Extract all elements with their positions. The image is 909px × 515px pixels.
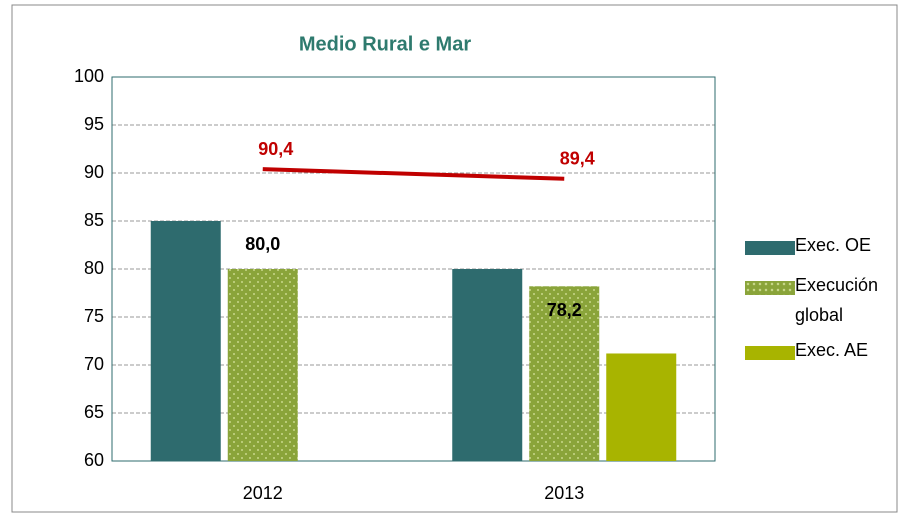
y-tick-label: 95 — [84, 114, 104, 134]
x-tick-label: 2013 — [544, 483, 584, 503]
legend-label: Exec. OE — [795, 235, 872, 255]
line — [262, 167, 565, 181]
legend-item: Execución global — [745, 275, 900, 330]
legend-item: Exec. AE — [745, 340, 900, 365]
x-tick-label: 2012 — [243, 483, 283, 503]
y-tick-label: 85 — [84, 210, 104, 230]
plot-border — [111, 76, 716, 462]
y-tick-label: 60 — [84, 450, 104, 470]
data-label: 78,2 — [547, 300, 582, 320]
bar — [529, 286, 600, 461]
chart-border — [11, 4, 898, 513]
bar — [150, 221, 221, 461]
y-tick-label: 100 — [74, 66, 104, 86]
bar — [227, 269, 298, 461]
bar — [452, 269, 523, 461]
y-tick-label: 70 — [84, 354, 104, 374]
legend-swatch — [745, 241, 795, 255]
y-tick-label: 75 — [84, 306, 104, 326]
y-tick-label: 90 — [84, 162, 104, 182]
chart-title: Medio Rural e Mar — [299, 33, 471, 55]
legend-label: Execución global — [795, 275, 879, 325]
bar — [606, 353, 677, 461]
legend-swatch — [745, 346, 795, 360]
legend-swatch — [745, 281, 795, 295]
y-tick-label: 65 — [84, 402, 104, 422]
data-label: 90,4 — [258, 139, 293, 159]
data-label: 80,0 — [245, 234, 280, 254]
legend-item: Exec. OE — [745, 235, 900, 260]
data-label: 89,4 — [560, 149, 595, 169]
legend-label: Exec. AE — [795, 340, 869, 360]
y-tick-label: 80 — [84, 258, 104, 278]
